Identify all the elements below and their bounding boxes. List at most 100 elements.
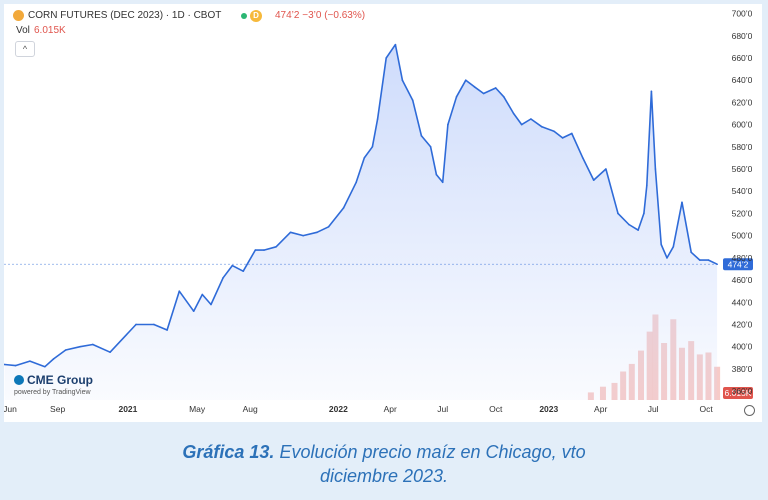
- y-tick-label: 400’0: [732, 342, 753, 352]
- price-point: [654, 168, 657, 170]
- y-tick-label: 420’0: [732, 319, 753, 329]
- price-point: [553, 130, 555, 133]
- price-point: [385, 57, 388, 59]
- price-chart[interactable]: 474’2 6.015K 700’0 680’0 660’0 640’0 620’0 600’…: [4, 4, 762, 422]
- price-point: [628, 223, 630, 226]
- logo-name: CME Group: [27, 373, 93, 387]
- price-point: [494, 87, 497, 89]
- caption-prefix: Gráfica 13.: [182, 442, 275, 462]
- x-tick-label: Apr: [594, 404, 607, 414]
- price-point: [660, 243, 662, 246]
- price-point: [52, 358, 55, 360]
- volume-tag: [723, 387, 753, 399]
- price-point: [672, 245, 675, 248]
- caption-text-1: Evolución precio maíz en Chicago, vto: [274, 442, 586, 462]
- x-tick-label: Jul: [437, 404, 448, 414]
- price-point: [342, 207, 345, 209]
- price-point: [231, 264, 234, 267]
- price-point: [371, 146, 374, 148]
- y-tick-label: 700’0: [732, 9, 753, 19]
- x-tick-label: Sep: [50, 404, 65, 414]
- y-tick-label: 620’0: [732, 97, 753, 107]
- price-point: [109, 351, 111, 354]
- x-tick-label: Aug: [243, 404, 258, 414]
- price-point: [201, 293, 204, 296]
- price-point: [482, 92, 485, 95]
- y-tick-label: 380’0: [732, 364, 753, 374]
- x-tick-label: 2021: [118, 404, 137, 414]
- price-point: [263, 249, 265, 251]
- x-tick-label: 2023: [539, 404, 558, 414]
- y-tick-label: 460’0: [732, 275, 753, 285]
- price-point: [605, 168, 607, 170]
- price-point: [210, 303, 212, 306]
- price-point: [355, 181, 358, 184]
- x-tick-label: Jul: [648, 404, 659, 414]
- price-change-readout: 474’2 −3’0 (−0.63%): [275, 10, 366, 21]
- collapse-legend-button[interactable]: ^: [15, 41, 35, 57]
- x-tick-label: 2022: [329, 404, 348, 414]
- price-point: [64, 349, 67, 351]
- last-price-tag: [723, 258, 753, 271]
- cme-globe-icon: [14, 375, 24, 385]
- x-tick-label: Oct: [700, 404, 714, 414]
- price-point: [302, 234, 304, 237]
- market-open-indicator: [241, 13, 247, 19]
- y-tick-label: 520’0: [732, 208, 753, 218]
- logo-powered-by: powered by TradingView: [14, 389, 91, 396]
- volume-bar: [714, 366, 721, 400]
- price-point: [464, 79, 467, 81]
- price-point: [435, 173, 438, 176]
- price-point: [178, 290, 181, 292]
- price-point: [617, 212, 619, 215]
- price-point: [455, 96, 458, 98]
- price-point: [411, 99, 414, 101]
- y-tick-label: 660’0: [732, 53, 753, 63]
- y-tick-label: 360’0: [732, 386, 753, 396]
- volume-tag-label: 6.015K: [725, 388, 752, 398]
- price-point: [29, 360, 31, 362]
- price-point: [699, 259, 701, 261]
- price-point: [275, 245, 277, 248]
- price-point: [222, 277, 224, 279]
- delayed-badge: D: [250, 10, 262, 22]
- price-point: [44, 365, 46, 368]
- price-point: [242, 270, 245, 272]
- price-point: [690, 251, 692, 254]
- x-tick-label: Apr: [384, 404, 397, 414]
- y-tick-label: 680’0: [732, 31, 753, 41]
- figure-caption: Gráfica 13. Evolución precio maíz en Chi…: [0, 440, 768, 488]
- symbol-title[interactable]: CORN FUTURES (DEC 2023) · 1D · CBOT: [28, 10, 222, 21]
- last-price-label: 474’2: [728, 260, 749, 270]
- y-tick-label: 480’0: [732, 253, 753, 263]
- y-tick-label: 600’0: [732, 120, 753, 130]
- price-point: [473, 86, 476, 88]
- price-point: [571, 132, 573, 135]
- x-tick-label: May: [189, 404, 206, 414]
- y-tick-label: 580’0: [732, 142, 753, 152]
- x-tick-label: Jun: [4, 404, 17, 414]
- caption-text-2: diciembre 2023.: [319, 466, 449, 486]
- settings-icon[interactable]: [744, 405, 755, 416]
- price-point: [254, 249, 257, 251]
- x-tick-label: Oct: [489, 404, 503, 414]
- price-area: [4, 44, 718, 400]
- y-tick-label: 540’0: [732, 186, 753, 196]
- price-point: [401, 79, 404, 81]
- price-point: [530, 118, 532, 120]
- price-point: [327, 225, 330, 228]
- price-point: [541, 126, 543, 128]
- price-point: [135, 323, 137, 326]
- price-point: [14, 364, 17, 367]
- price-point: [376, 118, 379, 120]
- price-point: [650, 90, 653, 93]
- volume-value: 6.015K: [34, 25, 66, 36]
- price-point: [363, 157, 366, 159]
- corn-ticker-icon: [13, 10, 24, 21]
- price-point: [637, 229, 639, 231]
- price-point: [666, 257, 668, 259]
- price-point: [289, 231, 292, 234]
- price-point: [592, 179, 595, 181]
- price-point: [91, 343, 94, 346]
- price-point: [581, 157, 584, 159]
